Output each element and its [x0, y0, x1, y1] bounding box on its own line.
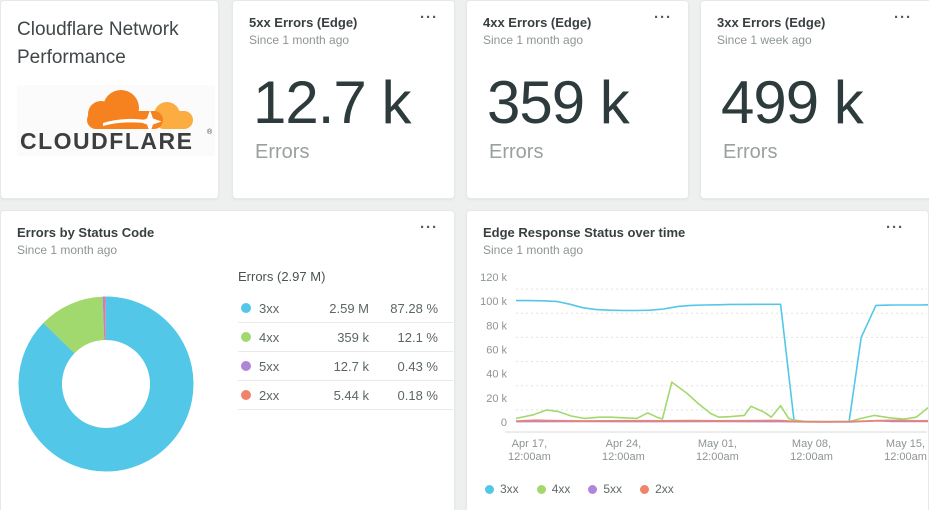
svg-text:May 01,: May 01,: [698, 438, 737, 450]
cloudflare-logo-image: CLOUDFLARE ®: [20, 90, 213, 154]
svg-text:120 k: 120 k: [480, 272, 507, 284]
cloudflare-registered-mark: ®: [207, 128, 213, 136]
svg-text:20 k: 20 k: [486, 393, 507, 405]
card-subtitle: Since 1 month ago: [483, 243, 584, 257]
overflow-menu-icon[interactable]: ···: [654, 9, 672, 26]
series-label: 5xx: [259, 358, 280, 374]
cloudflare-logo: CLOUDFLARE ®: [17, 85, 215, 156]
svg-text:12:00am: 12:00am: [508, 451, 551, 463]
svg-text:0: 0: [501, 417, 507, 429]
series-percent: 0.18 %: [397, 387, 438, 403]
card-title: 3xx Errors (Edge): [717, 15, 826, 30]
status-code-table: Errors (2.97 M) 3xx 2.59 M 87.28 % 4xx 3…: [238, 269, 453, 410]
overflow-menu-icon[interactable]: ···: [894, 9, 912, 26]
svg-text:12:00am: 12:00am: [790, 451, 833, 463]
series-value: 2.59 M: [329, 300, 369, 316]
svg-text:May 15,: May 15,: [886, 438, 925, 450]
overflow-menu-icon[interactable]: ···: [886, 219, 904, 236]
stat-unit: Errors: [723, 141, 778, 163]
svg-text:12:00am: 12:00am: [602, 451, 645, 463]
table-row[interactable]: 4xx 359 k 12.1 %: [238, 323, 453, 352]
series-color-dot: [241, 303, 251, 313]
overflow-menu-icon[interactable]: ···: [420, 219, 438, 236]
series-value: 359 k: [337, 329, 369, 345]
chart-legend: 3xx 4xx 5xx 2xx: [485, 482, 674, 496]
card-title: 4xx Errors (Edge): [483, 15, 592, 30]
stat-card-3xx: 3xx Errors (Edge) Since 1 week ago ··· 4…: [700, 0, 929, 199]
card-subtitle: Since 1 month ago: [249, 33, 350, 47]
card-title: Errors by Status Code: [17, 225, 155, 240]
table-row[interactable]: 2xx 5.44 k 0.18 %: [238, 381, 453, 410]
series-percent: 0.43 %: [397, 358, 438, 374]
stat-value: 12.7 k: [253, 69, 411, 136]
svg-text:Apr 24,: Apr 24,: [606, 438, 641, 450]
errors-by-status-code-card: Errors by Status Code Since 1 month ago …: [0, 210, 455, 510]
series-color-dot: [536, 484, 546, 494]
series-color-dot: [588, 484, 598, 494]
legend-item-5xx[interactable]: 5xx: [588, 482, 622, 496]
series-label: 4xx: [259, 329, 280, 345]
card-subtitle: Since 1 week ago: [717, 33, 812, 47]
overflow-menu-icon[interactable]: ···: [420, 9, 438, 26]
svg-text:100 k: 100 k: [480, 296, 507, 308]
card-subtitle: Since 1 month ago: [17, 243, 118, 257]
legend-label: 3xx: [500, 482, 519, 496]
svg-text:60 k: 60 k: [486, 345, 507, 357]
svg-text:May 08,: May 08,: [792, 438, 831, 450]
cloudflare-cloud-icon: [87, 90, 193, 133]
series-label: 3xx: [259, 300, 280, 316]
dashboard-title-card: Cloudflare Network Performance CLOUDFLAR…: [0, 0, 219, 199]
series-color-dot: [241, 361, 251, 371]
table-header: Errors (2.97 M): [238, 269, 326, 284]
series-value: 5.44 k: [333, 387, 369, 403]
donut-chart[interactable]: [18, 296, 194, 472]
legend-item-2xx[interactable]: 2xx: [640, 482, 674, 496]
series-color-dot: [485, 484, 494, 494]
legend-label: 2xx: [655, 482, 674, 496]
legend-label: 4xx: [551, 482, 571, 496]
stat-unit: Errors: [255, 141, 310, 163]
edge-response-status-card: Edge Response Status over time Since 1 m…: [466, 210, 929, 510]
svg-text:12:00am: 12:00am: [696, 451, 739, 463]
series-color-dot: [241, 332, 251, 342]
svg-text:Apr 17,: Apr 17,: [512, 438, 547, 450]
svg-text:12:00am: 12:00am: [884, 451, 927, 463]
legend-item-3xx[interactable]: 3xx: [485, 482, 519, 496]
series-value: 12.7 k: [333, 358, 369, 374]
series-color-dot: [241, 390, 251, 400]
cloudflare-wordmark: CLOUDFLARE: [20, 128, 193, 154]
card-title: Edge Response Status over time: [483, 225, 686, 240]
stat-value: 359 k: [487, 69, 630, 136]
legend-label: 5xx: [603, 482, 623, 496]
series-percent: 12.1 %: [397, 329, 438, 345]
svg-text:40 k: 40 k: [486, 369, 507, 381]
stat-unit: Errors: [489, 141, 544, 163]
card-title: 5xx Errors (Edge): [249, 15, 358, 30]
legend-item-4xx[interactable]: 4xx: [536, 482, 571, 496]
stat-card-5xx: 5xx Errors (Edge) Since 1 month ago ··· …: [232, 0, 455, 199]
stat-card-4xx: 4xx Errors (Edge) Since 1 month ago ··· …: [466, 0, 689, 199]
series-label: 2xx: [259, 387, 280, 403]
table-row[interactable]: 3xx 2.59 M 87.28 %: [238, 294, 453, 323]
series-percent: 87.28 %: [390, 300, 438, 316]
stat-value: 499 k: [721, 69, 864, 136]
series-color-dot: [640, 484, 650, 494]
card-subtitle: Since 1 month ago: [483, 33, 584, 47]
table-row[interactable]: 5xx 12.7 k 0.43 %: [238, 352, 453, 381]
svg-text:80 k: 80 k: [486, 320, 507, 332]
page-title: Cloudflare Network Performance: [17, 19, 179, 68]
